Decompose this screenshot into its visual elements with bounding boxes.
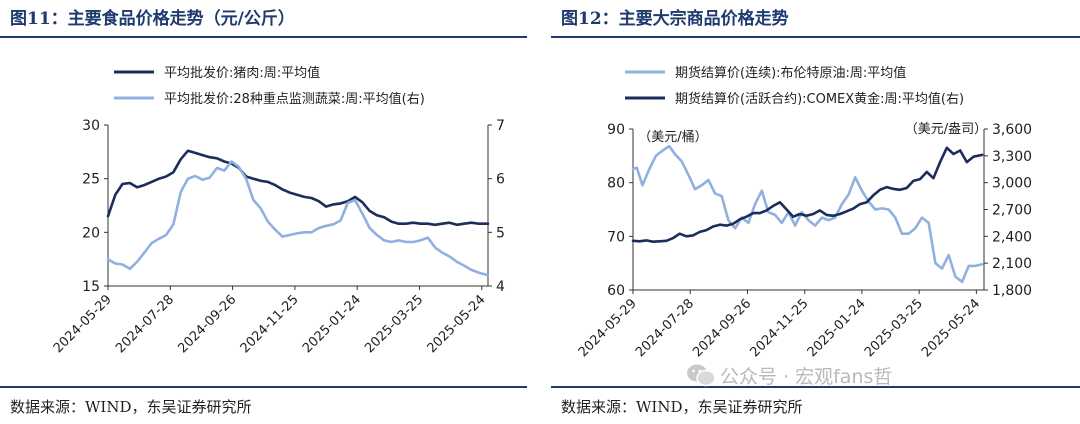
y-left-tick-label: 30 — [82, 118, 100, 134]
y-left-tick-label: 90 — [607, 122, 625, 138]
x-tick-label: 2025-05-24 — [425, 292, 489, 356]
source-note: 数据来源：WIND，东吴证券研究所 — [10, 398, 252, 416]
commodity-price-chart: 期货结算价(连续):布伦特原油:周:平均值期货结算价(活跃合约):COMEX黄金… — [576, 65, 1032, 360]
y-right-tick-label: 3,300 — [992, 149, 1032, 165]
y-left-unit: （美元/桶） — [638, 130, 707, 145]
y-right-tick-label: 1,800 — [992, 283, 1032, 299]
y-left-tick-label: 25 — [82, 172, 100, 188]
legend-label: 平均批发价:28种重点监测蔬菜:周:平均值(右) — [164, 91, 425, 107]
x-tick-label: 2024-05-29 — [51, 292, 115, 356]
y-left-tick-label: 80 — [607, 176, 625, 192]
legend-label: 平均批发价:猪肉:周:平均值 — [164, 65, 320, 81]
source-note: 数据来源：WIND，东吴证券研究所 — [561, 398, 803, 416]
y-right-tick-label: 6 — [496, 172, 505, 188]
y-right-tick-label: 4 — [496, 279, 505, 295]
series-line — [631, 144, 984, 284]
x-tick-label: 2025-01-24 — [300, 292, 364, 356]
title-rule — [551, 36, 1080, 38]
y-right-tick-label: 7 — [496, 118, 505, 134]
x-tick-label: 2024-11-25 — [238, 292, 302, 356]
y-right-tick-label: 2,700 — [992, 203, 1032, 219]
x-tick-label: 2025-03-25 — [862, 296, 926, 360]
x-tick-label: 2024-09-26 — [690, 296, 754, 360]
x-tick-label: 2025-01-24 — [805, 296, 869, 360]
x-tick-label: 2024-07-28 — [113, 292, 177, 356]
source-rule — [0, 386, 527, 388]
y-left-tick-label: 15 — [82, 279, 100, 295]
figure-panel-food-prices: 图11：主要食品价格走势（元/公斤） 平均批发价:猪肉:周:平均值平均批发价:2… — [0, 0, 527, 424]
series-line — [106, 149, 490, 227]
x-tick-label: 2024-11-25 — [747, 296, 811, 360]
x-tick-label: 2024-09-26 — [175, 292, 239, 356]
x-tick-label: 2024-07-28 — [633, 296, 697, 360]
x-tick-label: 2024-05-29 — [576, 296, 640, 360]
y-right-tick-label: 3,600 — [992, 122, 1032, 138]
y-left-tick-label: 60 — [607, 283, 625, 299]
wechat-icon — [686, 363, 716, 387]
figure-panel-commodity-prices: 图12：主要大宗商品价格走势 期货结算价(连续):布伦特原油:周:平均值 期货结算… — [551, 0, 1080, 424]
legend-label: 期货结算价(连续):布伦特原油:周:平均值 — [675, 65, 906, 81]
series-line — [106, 160, 490, 277]
legend-label: 期货结算价(活跃合约):COMEX黄金:周:平均值(右) — [675, 91, 964, 107]
y-right-tick-label: 3,000 — [992, 176, 1032, 192]
figure-title: 图12：主要大宗商品价格走势 — [561, 9, 789, 29]
title-rule — [0, 36, 527, 38]
x-tick-label: 2025-05-24 — [919, 296, 983, 360]
y-left-tick-label: 20 — [82, 225, 100, 241]
series-line — [631, 146, 984, 243]
x-tick-label: 2025-03-25 — [362, 292, 426, 356]
y-right-tick-label: 2,100 — [992, 256, 1032, 272]
y-left-tick-label: 70 — [607, 229, 625, 245]
y-right-tick-label: 2,400 — [992, 229, 1032, 245]
y-right-unit: （美元/盎司） — [905, 122, 987, 137]
y-right-tick-label: 5 — [496, 225, 505, 241]
source-rule — [551, 386, 1080, 388]
watermark-text: 公众号 · 宏观fans哲 — [720, 366, 893, 388]
figure-title: 图11：主要食品价格走势（元/公斤） — [10, 9, 295, 29]
